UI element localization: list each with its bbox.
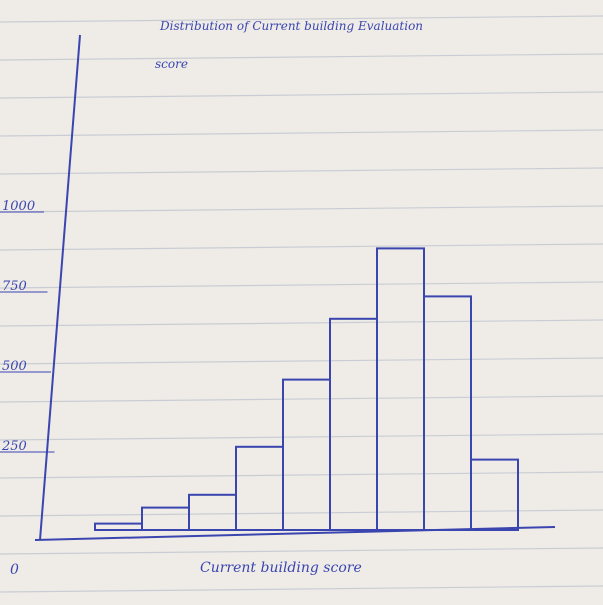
ruled-line (0, 243, 603, 251)
y-tick-label: 250 (1, 439, 27, 454)
histogram-bar (141, 506, 190, 532)
histogram-bar (329, 317, 378, 531)
ruled-line (0, 509, 603, 517)
bar-group (94, 247, 519, 532)
ruled-line (0, 129, 603, 137)
histogram-bar (188, 493, 237, 531)
y-axis (39, 34, 81, 541)
ruled-line (0, 167, 603, 175)
ruled-line (0, 53, 603, 61)
ruled-line (0, 585, 603, 593)
ruled-line (0, 547, 603, 555)
ruled-line (0, 15, 603, 23)
histogram-bar (282, 378, 331, 531)
histogram-bar (94, 522, 143, 531)
y-tick-label: 750 (2, 279, 27, 294)
ruled-line (0, 281, 603, 289)
y-tick-group: 250 500 750 1000 (0, 199, 55, 454)
origin-label: 0 (10, 562, 19, 578)
histogram-bar (423, 295, 472, 531)
x-axis (34, 526, 556, 541)
ruled-line (0, 433, 603, 441)
ruled-line (0, 357, 603, 365)
chart-subtitle: score (155, 57, 188, 71)
histogram-bar (235, 445, 284, 531)
ruled-lines (0, 15, 603, 593)
ruled-line (0, 91, 603, 99)
histogram-bar (470, 458, 519, 532)
histogram-bar (376, 247, 425, 531)
y-tick-label: 500 (2, 359, 27, 374)
ruled-line (0, 395, 603, 403)
ruled-line (0, 319, 603, 327)
ruled-line (0, 471, 603, 479)
ruled-line (0, 205, 603, 213)
x-axis-label: Current building score (200, 560, 362, 576)
chart-title: Distribution of Current building Evaluat… (159, 19, 423, 33)
y-tick-label: 1000 (2, 199, 35, 214)
